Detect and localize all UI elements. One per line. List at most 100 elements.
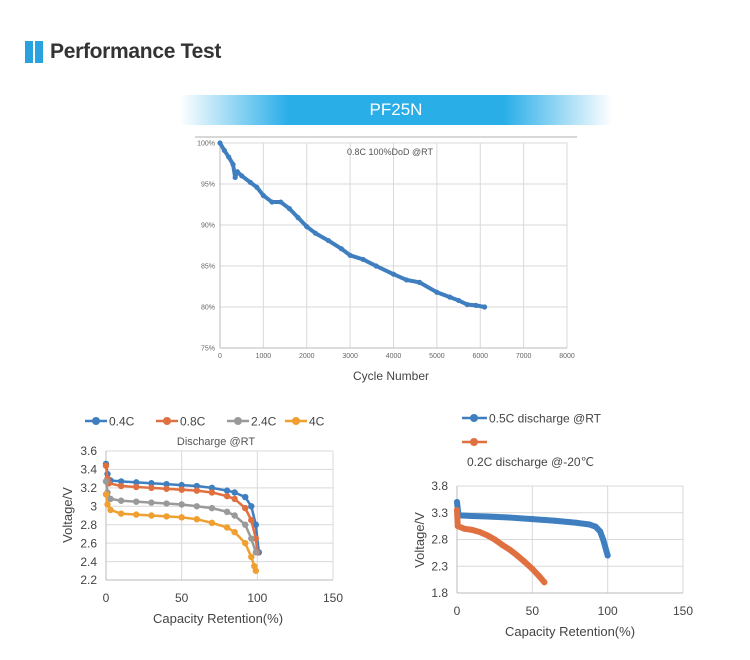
x-tick-label: 3000 (342, 353, 358, 360)
legend-marker-icon (470, 438, 478, 446)
data-point (232, 174, 238, 181)
data-point (107, 506, 114, 514)
y-tick-label: 2.2 (80, 573, 97, 587)
data-point (133, 498, 140, 505)
y-tick-label: 90% (201, 222, 215, 229)
x-tick-label: 6000 (472, 353, 488, 360)
legend-marker-icon (470, 414, 478, 422)
legend-label: 0.8C (180, 415, 206, 429)
data-point (574, 519, 581, 526)
legend-label: 0.2C discharge @-20℃ (467, 455, 594, 469)
data-point (231, 495, 238, 503)
data-point (390, 271, 397, 277)
data-point (597, 528, 604, 535)
data-point (252, 535, 260, 542)
data-point (133, 479, 140, 486)
y-tick-label: 2.4 (80, 555, 97, 569)
data-point (403, 277, 410, 283)
x-tick-label: 8000 (559, 353, 575, 360)
data-point (117, 482, 125, 490)
data-point (247, 179, 253, 185)
data-point (481, 304, 488, 310)
y-tick-label: 85% (201, 263, 215, 270)
data-point (603, 547, 610, 554)
data-point (586, 521, 593, 528)
data-point (193, 503, 200, 510)
data-point (242, 504, 249, 512)
model-banner: PF25N (180, 95, 612, 125)
data-point (208, 519, 216, 527)
data-point (252, 549, 260, 556)
data-point (223, 492, 231, 500)
data-point (484, 532, 491, 539)
data-point (217, 140, 223, 146)
y-tick-label: 2.6 (80, 536, 97, 550)
data-point (239, 173, 245, 179)
data-point (163, 485, 170, 492)
data-point (230, 161, 236, 167)
legend-marker-icon (234, 417, 242, 425)
data-point (102, 478, 110, 485)
data-point (148, 484, 155, 492)
data-point (484, 513, 491, 520)
data-point (133, 483, 140, 491)
data-point (117, 478, 125, 485)
data-point (252, 567, 260, 574)
x-tick-label: 7000 (516, 353, 532, 360)
data-point (286, 206, 292, 212)
data-point (231, 489, 238, 496)
data-point (242, 521, 249, 528)
data-point (107, 495, 114, 503)
y-tick-label: 3.3 (431, 506, 448, 520)
data-point (226, 154, 232, 160)
data-point (223, 508, 231, 516)
data-point (221, 147, 227, 153)
data-point (208, 504, 216, 512)
data-point (133, 511, 140, 518)
legend-marker-icon (163, 417, 171, 425)
data-point (491, 536, 498, 543)
x-axis-label: Cycle Number (353, 369, 429, 383)
data-point (193, 515, 200, 523)
y-tick-label: 2.3 (431, 559, 448, 573)
data-point (102, 462, 110, 469)
data-point (338, 246, 345, 252)
data-point (242, 493, 249, 501)
data-point (360, 256, 366, 263)
x-tick-label: 50 (526, 604, 540, 618)
section-header: Performance Test (25, 40, 221, 64)
x-tick-label: 50 (175, 591, 189, 605)
data-point (252, 521, 260, 528)
data-point (248, 516, 255, 524)
data-point (148, 499, 155, 506)
data-point (234, 169, 240, 175)
data-point (148, 480, 155, 487)
data-point (521, 558, 528, 565)
data-point (455, 297, 462, 304)
data-point (461, 525, 468, 532)
y-tick-label: 3.8 (431, 479, 448, 493)
data-point (454, 499, 460, 506)
data-point (208, 484, 216, 492)
x-tick-label: 0 (454, 604, 461, 618)
x-tick-label: 150 (323, 591, 343, 605)
data-point (312, 230, 319, 236)
data-point (117, 497, 125, 504)
data-point (193, 487, 200, 494)
series-line-0-4C (104, 462, 261, 554)
data-point (473, 302, 479, 308)
y-tick-label: 95% (201, 181, 215, 188)
data-point (163, 513, 170, 520)
x-tick-label: 2000 (299, 353, 315, 360)
legend-label: 4C (309, 415, 325, 429)
data-point (278, 199, 284, 205)
data-point (325, 237, 332, 244)
data-point (476, 529, 483, 536)
data-point (434, 289, 440, 295)
data-point (248, 503, 255, 510)
y-tick-label: 3.2 (80, 481, 97, 495)
data-point (469, 526, 476, 533)
data-point (347, 252, 353, 258)
data-point (464, 301, 470, 308)
data-point (600, 536, 607, 543)
